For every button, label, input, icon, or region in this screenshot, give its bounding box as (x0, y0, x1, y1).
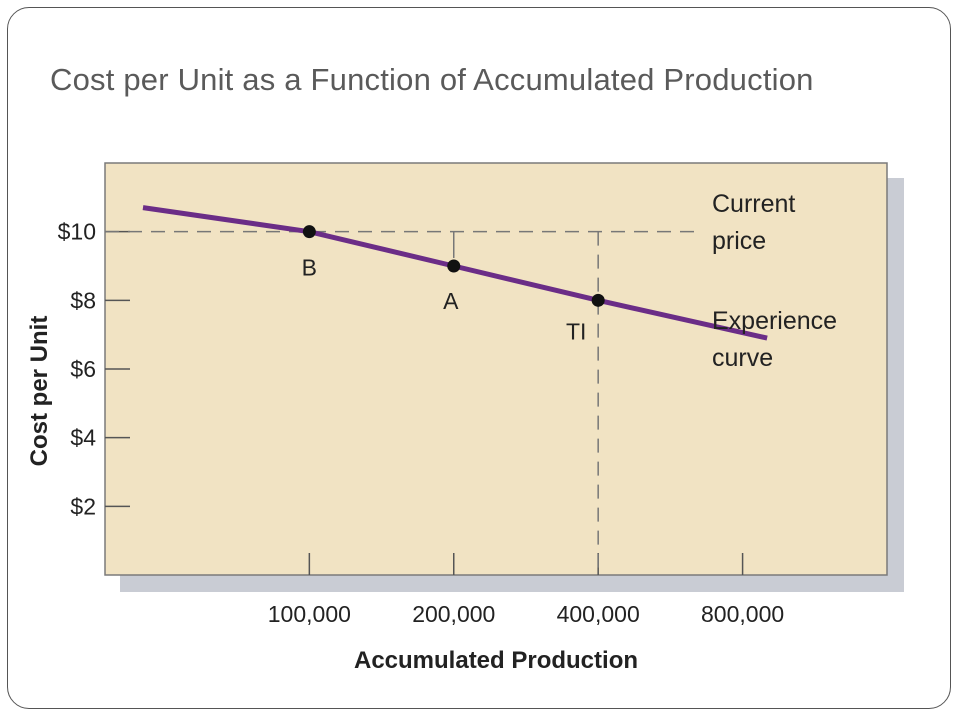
y-axis-ticks: $2 $4 $6 $8 $10 (58, 219, 130, 519)
current-price-label-line1: Current (712, 190, 795, 218)
y-tick-label: $2 (70, 493, 96, 519)
experience-curve-label-line2: curve (712, 344, 773, 372)
x-axis-ticks: 100,000 200,000 400,000 800,000 (268, 553, 784, 627)
x-tick-label: 200,000 (412, 601, 495, 627)
y-axis-title: Cost per Unit (26, 316, 53, 467)
point-label-b: B (302, 255, 317, 281)
point-label-ti: TI (566, 318, 586, 344)
y-tick-label: $6 (70, 356, 96, 382)
x-tick-label: 800,000 (701, 601, 784, 627)
point-label-a: A (443, 288, 459, 314)
slide-title: Cost per Unit as a Function of Accumulat… (50, 62, 814, 97)
x-axis-title: Accumulated Production (354, 647, 638, 674)
curve-points: B A TI (302, 225, 605, 344)
y-tick-label: $4 (70, 425, 96, 451)
point-a (447, 259, 461, 273)
x-tick-label: 400,000 (557, 601, 640, 627)
experience-curve-label-line1: Experience (712, 307, 837, 335)
y-tick-label: $10 (58, 219, 96, 245)
point-ti (591, 293, 605, 307)
x-tick-label: 100,000 (268, 601, 351, 627)
current-price-label-line2: price (712, 227, 766, 255)
y-tick-label: $8 (70, 287, 96, 313)
point-b (302, 225, 316, 239)
